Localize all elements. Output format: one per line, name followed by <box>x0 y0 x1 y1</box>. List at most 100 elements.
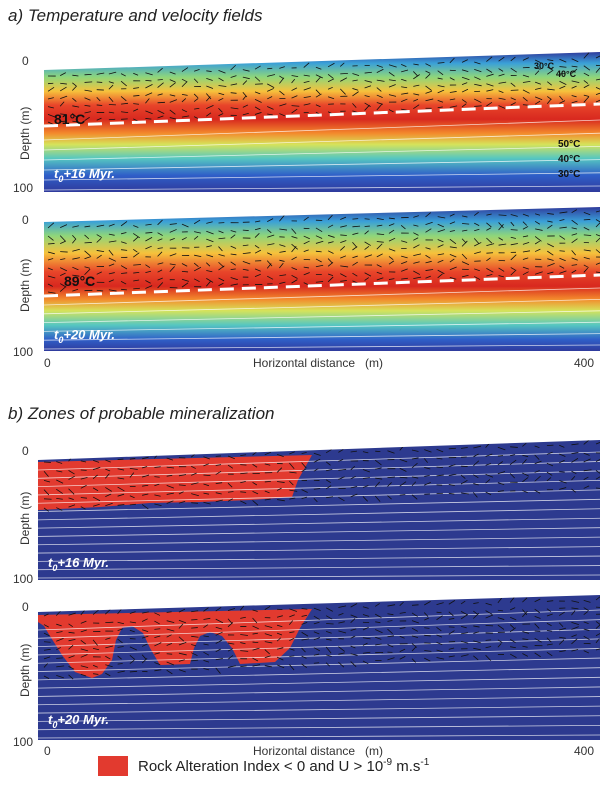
velocity-vector <box>448 473 457 476</box>
velocity-vector <box>474 83 482 87</box>
velocity-vector <box>145 84 153 89</box>
velocity-vector <box>117 458 124 460</box>
velocity-vector <box>43 470 49 477</box>
velocity-vector <box>498 267 505 272</box>
velocity-vector <box>56 675 64 679</box>
velocity-vector <box>376 79 385 82</box>
velocity-vector <box>486 56 493 62</box>
velocity-vector <box>352 246 358 251</box>
velocity-vector <box>485 479 491 484</box>
velocity-vector <box>84 81 93 83</box>
panel-b1-ytick-100: 100 <box>13 572 34 586</box>
velocity-vector <box>84 250 91 257</box>
velocity-vector <box>364 254 373 258</box>
velocity-vector <box>497 597 502 604</box>
velocity-vector <box>534 100 541 105</box>
velocity-vector <box>313 497 318 503</box>
velocity-vector <box>595 55 600 59</box>
velocity-vector <box>350 628 357 631</box>
velocity-vector <box>166 474 173 477</box>
velocity-vector <box>595 647 600 651</box>
velocity-vector <box>559 58 567 63</box>
velocity-vector <box>448 492 455 495</box>
velocity-vector <box>547 258 554 261</box>
velocity-vector <box>215 631 223 636</box>
velocity-vector <box>436 615 443 621</box>
velocity-vector <box>242 104 249 108</box>
velocity-vector <box>166 669 173 675</box>
velocity-vector <box>559 627 567 631</box>
velocity-vector <box>203 463 210 467</box>
velocity-vector <box>206 238 214 243</box>
velocity-vector <box>203 643 209 646</box>
velocity-vector <box>411 658 416 663</box>
velocity-vector <box>43 656 51 660</box>
velocity-vector <box>461 240 468 247</box>
velocity-vector <box>388 223 395 227</box>
velocity-vector <box>169 71 176 75</box>
velocity-vector <box>595 99 600 103</box>
streamline <box>38 724 600 731</box>
panel-a2-xtick-0: 0 <box>44 356 51 370</box>
velocity-vector <box>227 455 235 460</box>
panel-a1-isotherm-bottom-30: 30°C <box>558 169 580 180</box>
velocity-vector <box>571 250 576 256</box>
velocity-vector <box>411 635 419 638</box>
velocity-vector <box>448 647 455 650</box>
velocity-vector <box>449 258 455 263</box>
velocity-vector <box>60 240 66 244</box>
velocity-vector <box>203 659 210 663</box>
velocity-vector <box>267 252 273 256</box>
velocity-vector <box>473 211 479 216</box>
velocity-vector <box>364 246 370 250</box>
velocity-vector <box>474 222 480 226</box>
velocity-vector <box>203 668 210 671</box>
panel-a2-max-temp-label: 89°C <box>64 273 95 289</box>
velocity-vector <box>425 70 431 74</box>
velocity-vector <box>254 99 262 103</box>
velocity-vector <box>301 462 307 469</box>
velocity-vector <box>485 614 494 619</box>
velocity-vector <box>486 213 492 216</box>
velocity-vector <box>326 630 332 634</box>
velocity-vector <box>240 454 247 456</box>
velocity-vector <box>401 92 409 95</box>
velocity-vector <box>68 644 74 650</box>
velocity-vector <box>169 266 175 273</box>
velocity-vector <box>424 650 432 652</box>
velocity-vector <box>55 610 62 616</box>
velocity-vector <box>362 614 370 617</box>
velocity-vector <box>145 245 152 250</box>
velocity-vector <box>535 87 542 90</box>
velocity-vector <box>68 665 75 670</box>
velocity-vector <box>362 477 370 479</box>
velocity-vector <box>240 472 248 475</box>
velocity-vector <box>327 276 334 283</box>
velocity-vector <box>279 103 287 107</box>
velocity-vector <box>595 262 600 265</box>
velocity-vector <box>498 105 506 109</box>
velocity-vector <box>267 275 274 280</box>
velocity-vector <box>485 610 493 615</box>
velocity-vector <box>522 459 527 465</box>
velocity-vector <box>120 281 127 285</box>
velocity-vector <box>276 637 282 642</box>
velocity-vector <box>571 58 579 63</box>
velocity-vector <box>449 254 457 258</box>
velocity-vector <box>47 113 56 118</box>
velocity-vector <box>497 455 504 457</box>
velocity-vector <box>169 79 176 83</box>
velocity-vector <box>388 79 396 82</box>
velocity-vector <box>461 253 468 260</box>
streamline <box>38 470 600 488</box>
velocity-vector <box>279 262 284 269</box>
velocity-vector <box>291 228 297 235</box>
velocity-vector <box>486 102 493 107</box>
velocity-vector <box>509 473 516 479</box>
velocity-vector <box>350 486 358 489</box>
velocity-vector <box>388 94 397 97</box>
velocity-vector <box>181 109 188 113</box>
velocity-vector <box>120 241 127 244</box>
velocity-vector <box>117 468 125 471</box>
velocity-vector <box>166 466 175 469</box>
